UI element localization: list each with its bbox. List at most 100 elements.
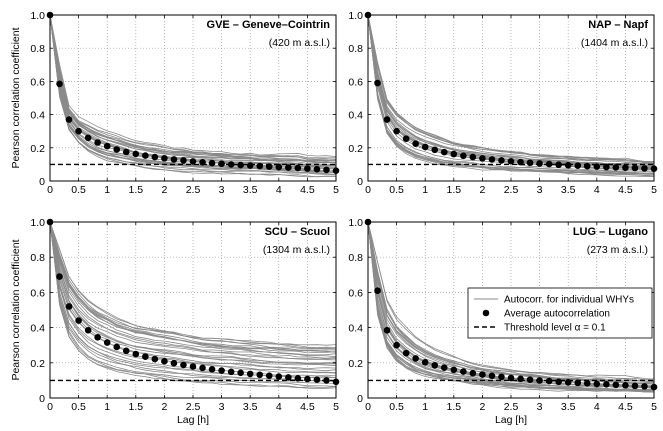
individual-series-line: [49, 221, 337, 361]
average-point: [612, 381, 620, 389]
x-tick-label: 0: [365, 184, 371, 196]
average-point: [545, 160, 553, 168]
individual-series-line: [367, 221, 655, 391]
ticks: 0 0.5 1 1.5 2 2.5 3 3.5 4 4.5 5 0 0.2 0.4 0.6 0.8 1.0: [30, 217, 339, 413]
x-tick-label: 4: [594, 184, 600, 196]
y-tick-label: 0.2: [30, 358, 45, 370]
average-point: [564, 379, 572, 386]
average-point: [374, 79, 381, 87]
ticks: 0 0.5 1 1.5 2 2.5 3 3.5 4 4.5 5 0 0.2 0.4 0.6 0.8 1.0: [30, 10, 339, 196]
average-point: [583, 380, 591, 387]
y-axis-label: Pearson correlation coefficient: [10, 239, 22, 380]
individual-series-line: [367, 14, 655, 177]
average-point: [94, 333, 101, 341]
x-tick-label: 1.5: [446, 401, 461, 413]
average-series: [46, 11, 340, 175]
y-tick-label: 0.6: [348, 287, 363, 299]
y-tick-label: 0: [357, 393, 363, 405]
individual-series-line: [49, 221, 337, 365]
y-tick-label: 1.0: [30, 217, 45, 229]
average-point: [294, 374, 302, 382]
x-tick-label: 0.5: [389, 401, 404, 413]
average-point: [304, 375, 311, 383]
average-point: [383, 326, 391, 334]
individual-series-line: [367, 14, 654, 165]
average-point: [603, 380, 610, 388]
x-tick-label: 3: [219, 401, 225, 413]
legend-entry: Threshold level α = 0.1: [504, 323, 606, 334]
x-tick-label: 3: [537, 184, 543, 196]
station-title: LUG – Lugano: [573, 226, 648, 238]
average-point: [56, 80, 63, 88]
individual-series-line: [367, 221, 655, 392]
individual-series-line: [49, 221, 337, 364]
average-point: [265, 372, 273, 379]
individual-series-line: [49, 14, 337, 159]
average-point: [450, 366, 458, 374]
y-tick-label: 0.4: [348, 323, 363, 335]
average-point: [94, 139, 101, 146]
average-series: [364, 11, 658, 173]
individual-series-line: [49, 14, 337, 160]
average-point: [256, 162, 264, 170]
station-elevation: (420 m a.s.l.): [269, 37, 330, 49]
x-tick-label: 0.5: [71, 184, 86, 196]
average-point: [393, 127, 400, 135]
individual-series-line: [49, 14, 337, 176]
y-tick-label: 0.2: [348, 358, 363, 370]
average-point: [237, 161, 244, 169]
average-point: [498, 157, 505, 164]
y-tick-label: 0: [39, 176, 45, 188]
individual-series-line: [49, 14, 337, 161]
average-point: [593, 380, 601, 388]
average-point: [246, 370, 254, 378]
y-tick-label: 0.8: [348, 252, 363, 264]
average-point: [208, 159, 216, 167]
average-point: [641, 165, 648, 172]
legend-entry: Average autocorrelation: [504, 309, 610, 320]
average-point: [189, 158, 197, 165]
x-tick-label: 2.5: [186, 401, 201, 413]
average-point: [237, 369, 244, 377]
average-point: [479, 371, 486, 378]
x-tick-label: 2: [161, 401, 167, 413]
individual-series-line: [49, 14, 337, 157]
x-tick-label: 2.5: [504, 401, 519, 413]
x-tick-label: 0: [47, 184, 53, 196]
y-tick-label: 0.6: [30, 287, 45, 299]
average-point: [84, 326, 92, 334]
average-point: [460, 152, 467, 160]
average-point: [603, 163, 610, 171]
y-tick-label: 0.2: [348, 143, 363, 155]
average-point: [161, 357, 168, 365]
average-point: [507, 157, 515, 165]
panel-1: 0 0.5 1 1.5 2 2.5 3 3.5 4 4.5 5 0 0.2 0.4 0.6 0.8 1.0 GVE…: [10, 10, 340, 196]
average-point: [65, 116, 73, 123]
average-point: [122, 347, 130, 355]
average-point: [113, 146, 121, 153]
x-tick-label: 5: [651, 184, 657, 196]
average-point: [199, 158, 206, 166]
average-point: [631, 382, 639, 390]
individual-series-line: [367, 14, 655, 162]
x-tick-label: 2.5: [186, 184, 201, 196]
y-tick-label: 1.0: [348, 217, 363, 229]
y-axis-label: Pearson correlation coefficient: [10, 27, 22, 168]
station-elevation: (1304 m a.s.l.): [263, 244, 330, 256]
y-tick-label: 1.0: [30, 10, 45, 22]
average-point: [275, 163, 283, 171]
average-point: [294, 164, 302, 172]
average-point: [498, 373, 505, 381]
average-point: [132, 150, 140, 158]
average-point: [75, 317, 82, 324]
average-point: [536, 377, 543, 384]
average-point: [631, 164, 639, 172]
y-tick-label: 1.0: [348, 10, 363, 22]
x-tick-label: 4: [276, 401, 282, 413]
average-point: [218, 367, 225, 374]
x-tick-label: 1: [104, 401, 110, 413]
individual-series-line: [49, 221, 337, 359]
y-tick-label: 0.6: [348, 76, 363, 88]
average-point: [440, 148, 448, 156]
individual-series-line: [367, 14, 655, 163]
